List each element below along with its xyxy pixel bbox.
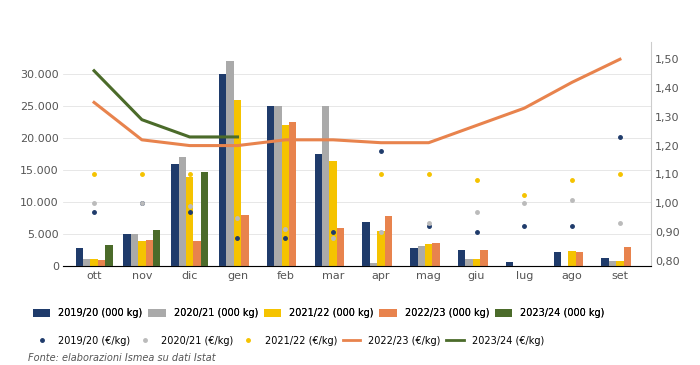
Bar — [219, 74, 226, 266]
Legend: 2019/20 (000 kg), 2020/21 (000 kg), 2021/22 (000 kg), 2022/23 (000 kg), 2023/24 : 2019/20 (000 kg), 2020/21 (000 kg), 2021… — [33, 308, 605, 318]
Bar — [314, 154, 322, 266]
Bar — [193, 241, 201, 266]
Bar — [370, 263, 377, 266]
Bar — [473, 260, 480, 266]
Bar — [330, 161, 337, 266]
Bar — [466, 259, 472, 266]
Bar — [281, 125, 289, 266]
Bar — [241, 215, 248, 266]
Bar — [178, 157, 186, 266]
Bar — [234, 100, 241, 266]
Bar — [377, 231, 384, 266]
Bar — [123, 234, 131, 266]
Bar — [138, 241, 146, 266]
Bar — [83, 260, 90, 266]
Bar — [131, 234, 138, 266]
Bar — [226, 61, 234, 266]
Bar — [201, 172, 208, 266]
Bar — [624, 247, 631, 266]
Bar — [153, 230, 160, 266]
Bar — [146, 239, 153, 266]
Bar — [601, 258, 609, 266]
Bar — [267, 106, 274, 266]
Legend: 2019/20 (€/kg), 2020/21 (€/kg), 2021/22 (€/kg), 2022/23 (€/kg), 2023/24 (€/kg): 2019/20 (€/kg), 2020/21 (€/kg), 2021/22 … — [33, 335, 544, 346]
Bar — [609, 261, 616, 266]
Bar — [418, 246, 425, 266]
Bar — [363, 222, 370, 266]
Bar — [322, 106, 330, 266]
Bar — [568, 251, 576, 266]
Bar — [384, 216, 392, 266]
Bar — [337, 228, 344, 266]
Bar — [274, 106, 281, 266]
Bar — [616, 261, 624, 266]
Bar — [480, 250, 488, 266]
Bar — [172, 164, 178, 266]
Bar — [98, 260, 105, 266]
Bar — [554, 252, 561, 266]
Bar — [410, 249, 418, 266]
Bar — [90, 259, 98, 266]
Bar — [576, 252, 583, 266]
Bar — [506, 262, 513, 266]
Text: Fonte: elaborazioni Ismea su dati Istat: Fonte: elaborazioni Ismea su dati Istat — [28, 353, 216, 363]
Bar — [186, 177, 193, 266]
Bar — [425, 244, 433, 266]
Bar — [76, 249, 83, 266]
Bar — [433, 243, 440, 266]
Bar — [289, 122, 296, 266]
Bar — [458, 250, 466, 266]
Text: Esportazioni di arance (.000 kg) (asse sinistro) e valore medio all'import (€/kg: Esportazioni di arance (.000 kg) (asse s… — [6, 14, 623, 24]
Bar — [105, 245, 113, 266]
